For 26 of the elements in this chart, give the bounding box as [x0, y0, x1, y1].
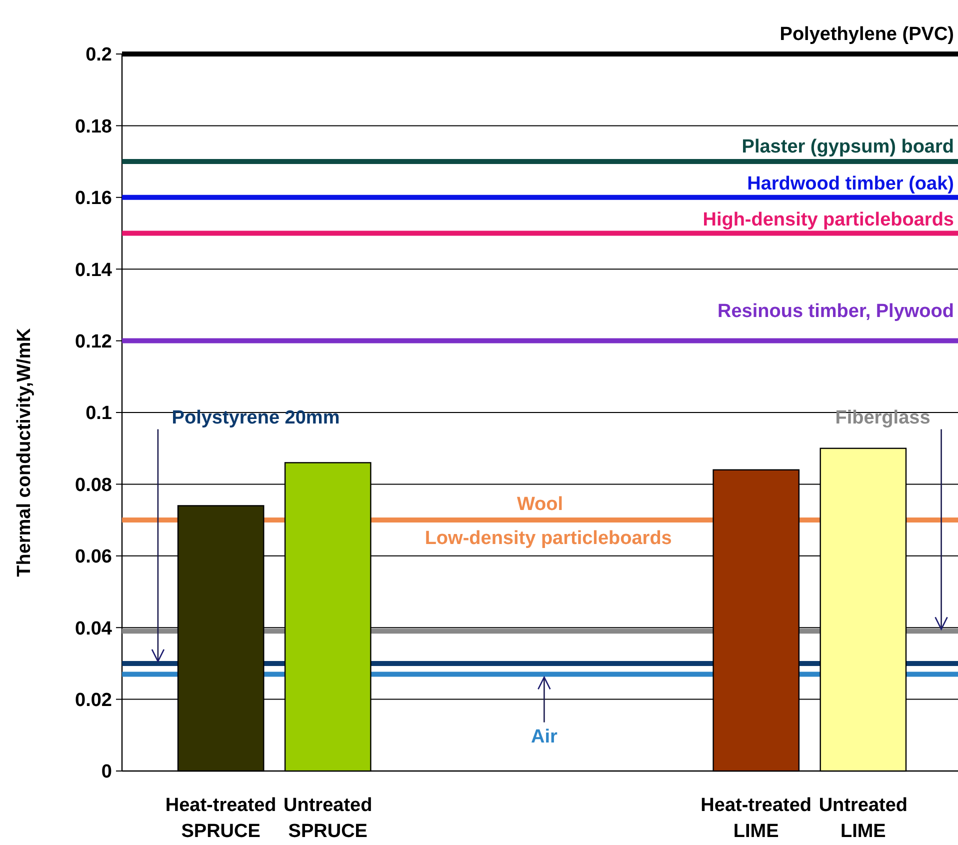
y-tick-label: 0 — [101, 762, 112, 783]
ref-line-label: Fiberglass — [835, 407, 930, 428]
ref-line-label: Wool — [516, 494, 564, 516]
ref-line-label: Hardwood timber (oak) — [747, 173, 954, 194]
y-tick-label: 0.16 — [75, 188, 112, 210]
y-tick-label: 0.18 — [75, 116, 112, 138]
x-tick-label: Untreated LIME — [818, 795, 908, 842]
x-tick-label: Untreated SPRUCE — [284, 795, 372, 842]
ref-line-label: Plaster (gypsum) board — [742, 136, 954, 158]
annotation: Low-density particleboards — [424, 528, 672, 550]
y-tick-label: 0.06 — [75, 546, 112, 568]
y-tick-label: 0.04 — [75, 618, 112, 640]
x-tick-label: Heat-treated SPRUCE — [165, 795, 276, 842]
y-tick-label: 0.1 — [86, 403, 112, 424]
y-tick-label: 0.08 — [75, 474, 112, 496]
x-tick-label: Heat-treated LIME — [700, 795, 812, 842]
ref-line-label: Polystyrene 20mm — [172, 407, 340, 428]
y-tick-label: 0.2 — [86, 44, 112, 66]
ref-line-label: Polyethylene (PVC) — [780, 24, 954, 45]
ref-line-label: Air — [530, 726, 558, 748]
y-axis-title: Thermal conductivity,W/mK — [14, 328, 35, 577]
y-tick-label: 0.14 — [75, 260, 112, 281]
y-tick-label: 0.12 — [75, 331, 112, 352]
y-tick-label: 0.02 — [75, 690, 112, 711]
ref-line-label: High-density particleboards — [702, 209, 954, 230]
ref-line-label: Resinous timber, Plywood — [718, 300, 954, 322]
